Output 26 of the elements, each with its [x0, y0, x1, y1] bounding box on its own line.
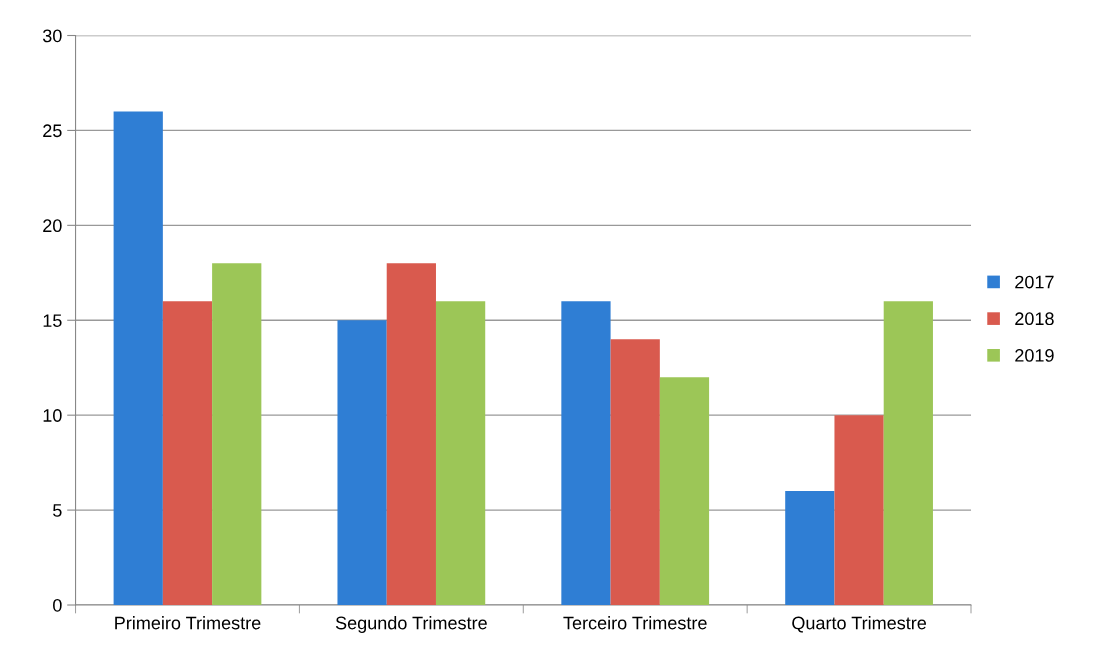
x-tick-label: Quarto Trimestre: [792, 616, 927, 633]
bar: [212, 263, 262, 606]
legend-label: 2017: [1015, 275, 1054, 289]
bar: [435, 301, 486, 606]
legend-label: 2018: [1015, 312, 1054, 326]
bar: [337, 320, 387, 606]
x-tick-label: Segundo Trimestre: [335, 616, 487, 633]
x-tick-label: Primeiro Trimestre: [115, 616, 261, 630]
y-tick-label: 30: [42, 29, 62, 43]
bar: [883, 301, 933, 606]
x-tick-label: Terceiro Trimestre: [563, 616, 707, 630]
bar: [113, 111, 163, 606]
bar: [386, 263, 436, 606]
y-tick-label: 20: [43, 219, 62, 233]
bar: [561, 301, 611, 606]
y-tick-label: 10: [43, 409, 62, 422]
y-tick-label: 15: [43, 314, 62, 327]
bar: [785, 491, 835, 606]
bar: [162, 301, 213, 606]
y-tick-label: 5: [53, 504, 62, 517]
y-tick-label: 0: [53, 598, 62, 612]
bar: [659, 377, 710, 606]
bar: [834, 415, 884, 606]
y-tick-label: 25: [43, 124, 62, 138]
bar: [610, 339, 660, 606]
legend-label: 2019: [1015, 349, 1054, 362]
